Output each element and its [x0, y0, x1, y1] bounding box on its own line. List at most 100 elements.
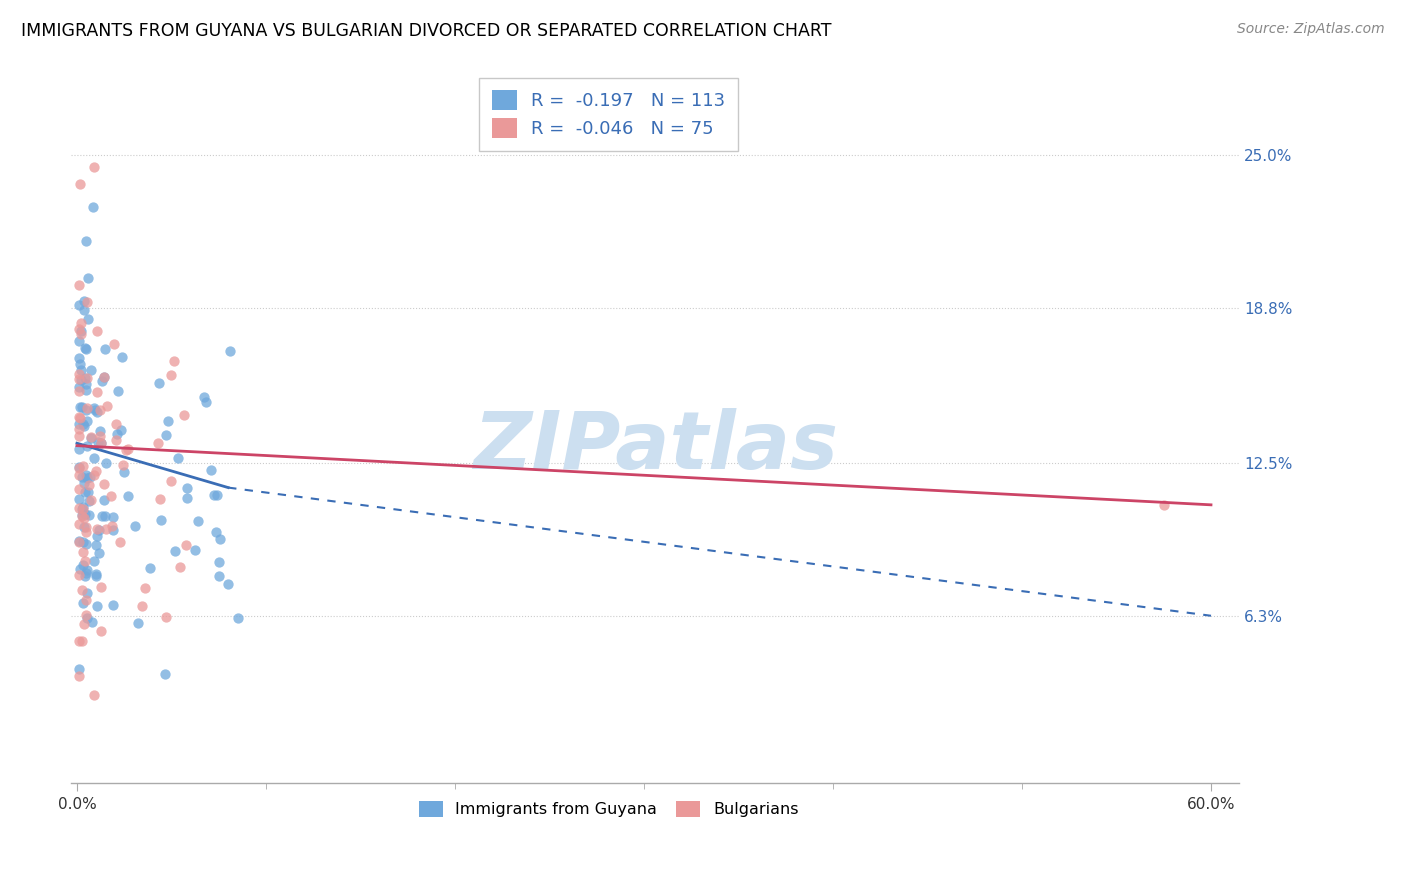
Point [94, 342, 117, 356]
Point [76, 414, 98, 428]
Point [72, 417, 94, 431]
Point [73, 484, 96, 499]
Point [91, 374, 114, 388]
Point [93, 370, 115, 384]
Point [69, 316, 91, 330]
Point [75, 592, 97, 607]
Text: ZIPatlas: ZIPatlas [472, 409, 838, 486]
Point [79, 363, 101, 377]
Point [70, 324, 93, 338]
Point [200, 463, 222, 477]
Point [67, 534, 90, 549]
Point [208, 533, 231, 547]
Point [70, 470, 93, 484]
Point [76, 586, 98, 600]
Point [86, 599, 108, 613]
Point [67, 422, 90, 436]
Point [67, 492, 90, 507]
Point [1153, 498, 1175, 512]
Text: Source: ZipAtlas.com: Source: ZipAtlas.com [1237, 22, 1385, 37]
Point [76, 294, 98, 309]
Point [83, 467, 105, 482]
Point [67, 568, 90, 582]
Point [67, 410, 90, 425]
Point [73, 511, 96, 525]
Point [67, 372, 90, 386]
Point [76, 611, 98, 625]
Point [90, 508, 112, 523]
Point [70, 634, 93, 648]
Point [76, 471, 98, 485]
Point [72, 501, 94, 516]
Point [67, 351, 90, 365]
Point [108, 535, 131, 549]
Point [80, 430, 103, 444]
Point [163, 354, 186, 368]
Point [160, 368, 183, 382]
Point [114, 442, 136, 457]
Point [72, 500, 94, 515]
Point [72, 459, 94, 474]
Point [76, 401, 98, 415]
Point [176, 491, 198, 505]
Point [148, 491, 170, 506]
Point [163, 544, 186, 558]
Point [84, 569, 107, 583]
Point [70, 400, 93, 414]
Point [90, 435, 112, 450]
Point [77, 508, 100, 522]
Point [72, 558, 94, 573]
Point [96, 522, 118, 536]
Point [193, 390, 215, 404]
Point [69, 562, 91, 576]
Point [72, 596, 94, 610]
Point [202, 488, 225, 502]
Point [94, 509, 117, 524]
Point [67, 322, 90, 336]
Point [101, 510, 124, 524]
Point [86, 384, 108, 399]
Point [75, 520, 97, 534]
Point [75, 524, 97, 539]
Point [103, 598, 125, 612]
Point [72, 545, 94, 559]
Point [217, 577, 239, 591]
Point [77, 312, 100, 326]
Point [75, 554, 97, 568]
Point [107, 384, 129, 399]
Point [111, 458, 134, 472]
Point [86, 522, 108, 536]
Point [155, 666, 177, 681]
Point [146, 436, 169, 450]
Point [96, 400, 118, 414]
Point [73, 293, 96, 308]
Point [67, 468, 90, 483]
Point [79, 477, 101, 491]
Point [155, 428, 177, 442]
Point [134, 581, 156, 595]
Point [67, 669, 90, 683]
Point [117, 442, 139, 456]
Point [75, 507, 97, 521]
Point [90, 580, 112, 594]
Point [69, 326, 91, 341]
Point [148, 376, 170, 390]
Point [86, 324, 108, 338]
Point [72, 476, 94, 491]
Point [187, 514, 209, 528]
Point [76, 563, 98, 577]
Point [77, 493, 100, 508]
Point [67, 417, 90, 431]
Point [75, 566, 97, 580]
Point [67, 662, 90, 676]
Point [131, 599, 153, 613]
Text: IMMIGRANTS FROM GUYANA VS BULGARIAN DIVORCED OR SEPARATED CORRELATION CHART: IMMIGRANTS FROM GUYANA VS BULGARIAN DIVO… [21, 22, 831, 40]
Point [70, 509, 93, 524]
Point [101, 519, 124, 533]
Point [73, 616, 96, 631]
Point [75, 537, 97, 551]
Point [75, 343, 97, 357]
Point [100, 489, 122, 503]
Point [124, 519, 146, 533]
Point [67, 367, 90, 381]
